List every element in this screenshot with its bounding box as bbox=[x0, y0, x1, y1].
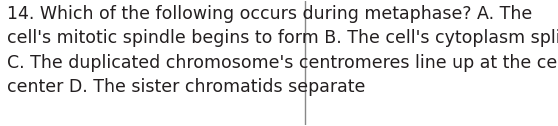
Text: 14. Which of the following occurs during metaphase? A. The
cell's mitotic spindl: 14. Which of the following occurs during… bbox=[7, 5, 558, 96]
